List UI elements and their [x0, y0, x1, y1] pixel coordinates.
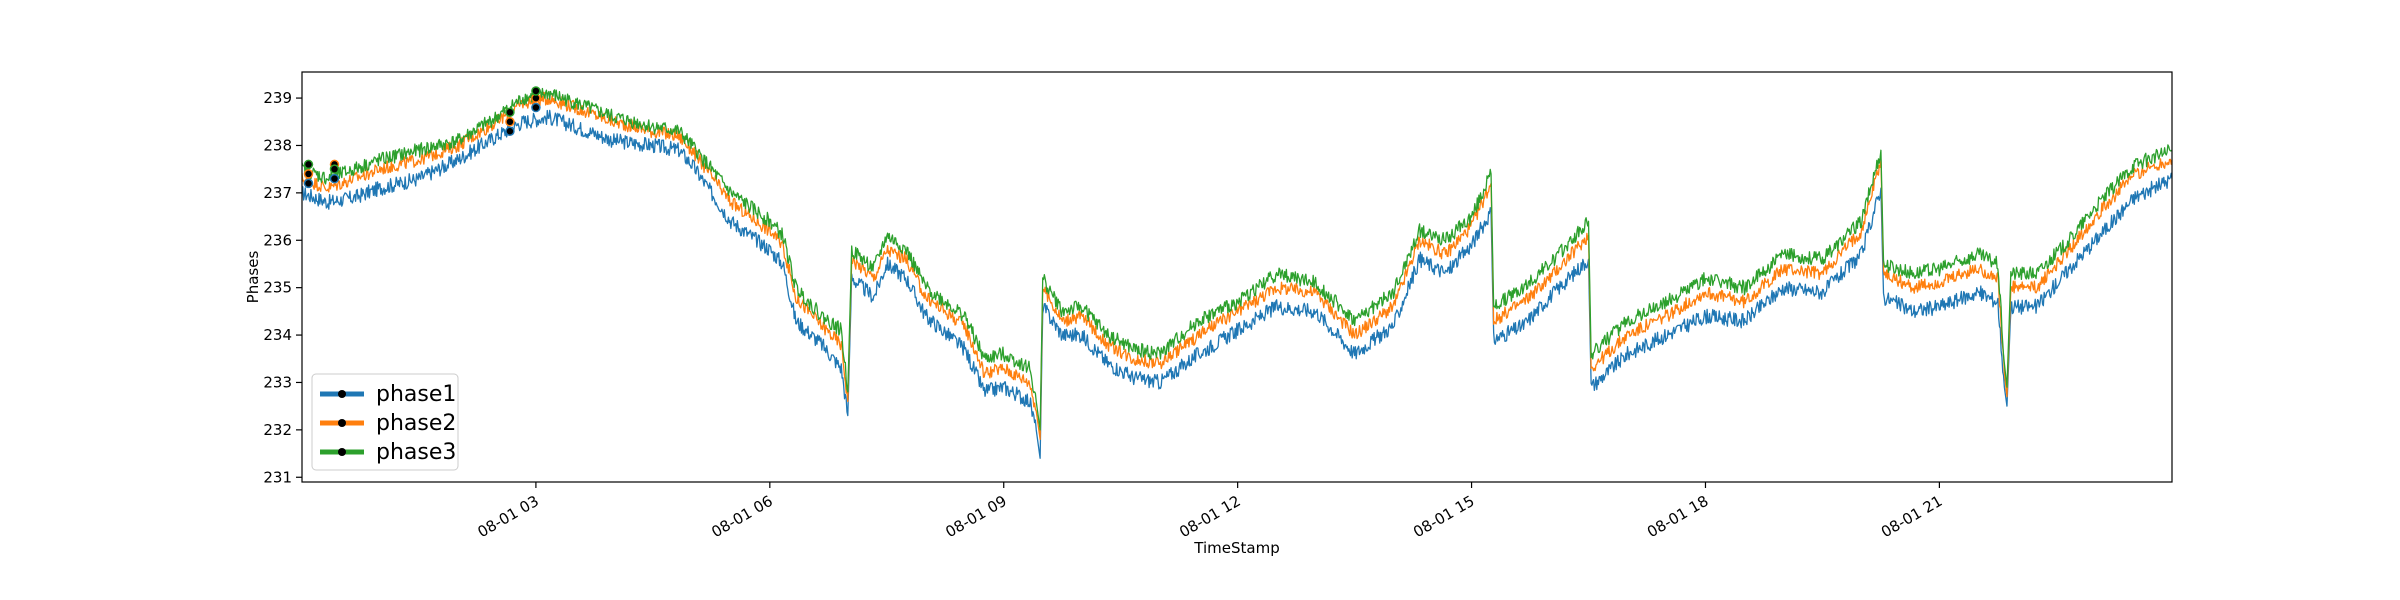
legend: phase1 phase2 phase3 — [311, 373, 459, 471]
legend-box — [311, 373, 459, 471]
x-axis: 08-01 03 08-01 06 08-01 09 08-01 12 08-01 15… — [474, 482, 1945, 541]
point-phase3 — [505, 107, 515, 118]
x-tick-label: 08-01 03 — [474, 492, 541, 541]
y-tick-label: 236 — [263, 231, 292, 249]
legend-marker-phase1 — [338, 390, 346, 398]
y-tick-label: 232 — [263, 421, 292, 439]
point-phase1 — [329, 173, 340, 184]
point-phase1 — [531, 102, 541, 113]
point-phase3 — [303, 159, 314, 170]
legend-label-phase2: phase2 — [376, 411, 456, 436]
y-axis-label: Phases — [244, 251, 262, 304]
point-phase1 — [505, 126, 515, 136]
x-tick-label: 08-01 15 — [1410, 492, 1477, 541]
x-axis-label: TimeStamp — [1193, 539, 1279, 557]
legend-marker-phase3 — [338, 448, 346, 456]
point-phase2 — [303, 169, 314, 179]
point-phase1 — [303, 178, 314, 189]
highlighted-points-layer — [303, 86, 541, 189]
x-tick-label: 08-01 06 — [708, 492, 775, 541]
y-tick-label: 237 — [263, 184, 292, 202]
x-tick-label: 08-01 09 — [942, 492, 1009, 541]
legend-label-phase3: phase3 — [376, 440, 456, 465]
series-layer — [302, 87, 2172, 459]
series-line-phase1 — [302, 109, 2172, 459]
legend-marker-phase2 — [338, 419, 346, 427]
y-tick-label: 238 — [263, 136, 292, 154]
y-tick-label: 234 — [263, 326, 292, 344]
x-tick-label: 08-01 21 — [1878, 492, 1945, 541]
y-tick-label: 239 — [263, 89, 292, 107]
y-axis: 231 232 233 234 235 236 237 238 239 — [263, 89, 302, 486]
point-phase3 — [531, 86, 541, 96]
legend-label-phase1: phase1 — [376, 382, 456, 407]
plot-frame — [301, 71, 2173, 483]
series-line-phase3 — [302, 87, 2172, 431]
y-tick-label: 231 — [263, 468, 292, 486]
x-tick-label: 08-01 12 — [1176, 492, 1243, 541]
point-phase2 — [505, 117, 515, 127]
y-tick-label: 235 — [263, 279, 292, 297]
y-tick-label: 233 — [263, 373, 292, 391]
x-tick-label: 08-01 18 — [1644, 492, 1711, 541]
point-phase3 — [329, 164, 340, 174]
